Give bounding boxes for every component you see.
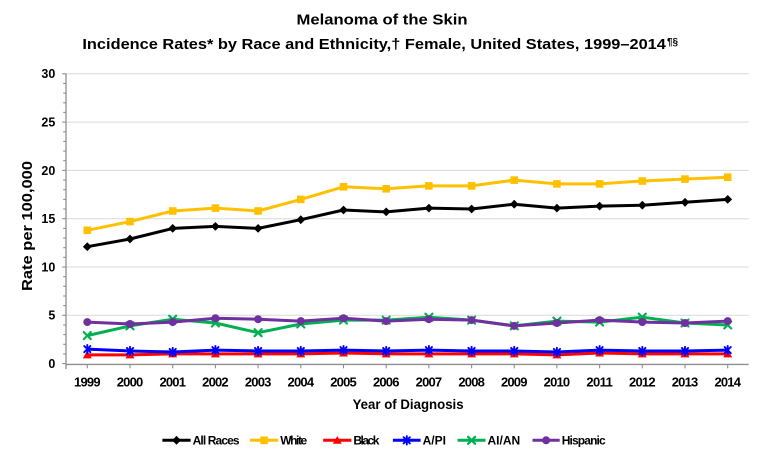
svg-text:2001: 2001: [159, 374, 186, 389]
svg-text:¶§: ¶§: [667, 37, 679, 48]
svg-text:2002: 2002: [202, 374, 229, 389]
svg-text:10: 10: [41, 260, 55, 274]
svg-text:20: 20: [41, 164, 55, 178]
svg-text:All Races: All Races: [193, 434, 240, 448]
svg-text:AI/AN: AI/AN: [488, 434, 521, 448]
svg-text:Melanoma of the Skin: Melanoma of the Skin: [297, 12, 468, 28]
svg-text:2005: 2005: [330, 374, 357, 389]
svg-text:Black: Black: [353, 434, 379, 448]
svg-text:White: White: [280, 434, 307, 448]
svg-text:2006: 2006: [373, 374, 400, 389]
svg-text:A/PI: A/PI: [423, 434, 446, 448]
svg-text:2008: 2008: [458, 374, 485, 389]
svg-text:Rate per 100,000: Rate per 100,000: [19, 161, 36, 291]
svg-text:0: 0: [48, 357, 55, 371]
svg-text:2007: 2007: [416, 374, 443, 389]
svg-text:5: 5: [48, 309, 55, 323]
svg-text:2013: 2013: [672, 374, 699, 389]
svg-text:2009: 2009: [501, 374, 528, 389]
svg-text:2011: 2011: [586, 374, 613, 389]
svg-text:15: 15: [41, 212, 55, 226]
svg-text:2003: 2003: [245, 374, 272, 389]
svg-text:2010: 2010: [544, 374, 571, 389]
svg-text:2012: 2012: [629, 374, 656, 389]
svg-text:Year of Diagnosis: Year of Diagnosis: [353, 396, 464, 412]
svg-text:30: 30: [41, 67, 55, 81]
svg-text:2004: 2004: [288, 374, 315, 389]
svg-text:1999: 1999: [74, 374, 101, 389]
svg-text:2014: 2014: [714, 374, 741, 389]
svg-text:Incidence Rates* by Race and E: Incidence Rates* by Race and Ethnicity,†…: [82, 37, 666, 53]
svg-text:Hispanic: Hispanic: [562, 434, 606, 448]
svg-text:25: 25: [41, 116, 55, 130]
svg-text:2000: 2000: [117, 374, 144, 389]
